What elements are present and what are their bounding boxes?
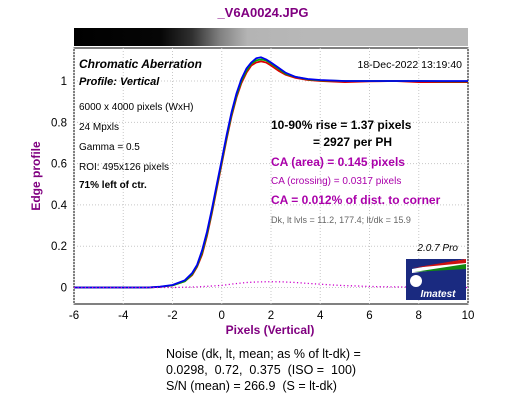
logo-text: Imatest (420, 289, 456, 300)
timestamp: 18-Dec-2022 13:19:40 (358, 59, 463, 71)
profile-label: Profile: Vertical (79, 76, 160, 88)
y-tick-label: 0 (61, 282, 67, 294)
series-lines (74, 56, 469, 289)
y-tick-label: 0.6 (51, 159, 67, 171)
x-tick-label: -4 (118, 310, 129, 322)
grid-lines (73, 48, 469, 304)
noise-summary: Noise (dk, lt, mean; as % of lt-dk) = 0.… (166, 346, 506, 394)
ca-crossing: CA (crossing) = 0.0317 pixels (271, 176, 401, 187)
gamma-value: Gamma = 0.5 (79, 142, 140, 153)
x-tick-label: 8 (416, 310, 422, 322)
x-tick-labels: -6 -4 -2 0 2 4 6 8 10 (69, 310, 475, 322)
ca-percent: CA = 0.012% of dist. to corner (271, 193, 441, 207)
noise-line-3: S/N (mean) = 266.9 (S = lt-dk) (166, 379, 337, 393)
x-tick-label: 4 (317, 310, 324, 322)
y-tick-label: 1 (61, 76, 67, 88)
rise-distance: 10-90% rise = 1.37 pixels (271, 118, 412, 132)
noise-line-1: Noise (dk, lt, mean; as % of lt-dk) = (166, 347, 361, 361)
x-tick-label: 6 (366, 310, 372, 322)
roi-size: ROI: 495x126 pixels (79, 162, 169, 173)
y-tick-label: 0.2 (51, 241, 67, 253)
imatest-logo-icon: Imatest (406, 259, 466, 300)
ca-area: CA (area) = 0.145 pixels (271, 155, 405, 169)
x-tick-label: 10 (462, 310, 475, 322)
y-tick-label: 0.8 (51, 117, 67, 129)
series-line-3 (74, 56, 468, 289)
rise-per-ph: = 2927 per PH (313, 135, 392, 149)
x-tick-label: -6 (69, 310, 79, 322)
noise-line-2: 0.0298, 0.72, 0.375 (ISO = 100) (166, 363, 357, 377)
y-tick-labels: 0 0.2 0.4 0.6 0.8 1 (51, 76, 68, 294)
x-tick-label: -2 (167, 310, 177, 322)
y-tick-label: 0.4 (51, 200, 68, 212)
x-axis-label: Pixels (Vertical) (226, 323, 315, 337)
x-tick-label: 0 (219, 310, 225, 322)
megapixels: 24 Mpxls (79, 122, 119, 133)
y-axis-label: Edge profile (29, 141, 43, 211)
edge-gradient-strip (74, 28, 468, 46)
dark-light-levels: Dk, lt lvls = 11.2, 177.4; lt/dk = 15.9 (271, 215, 411, 225)
roi-location: 71% left of ctr. (79, 180, 147, 191)
chart-title: _V6A0024.JPG (216, 5, 308, 20)
version-label: 2.0.7 Pro (416, 243, 458, 254)
image-size: 6000 x 4000 pixels (WxH) (79, 102, 194, 113)
panel-title: Chromatic Aberration (79, 57, 202, 71)
x-tick-label: 2 (268, 310, 274, 322)
